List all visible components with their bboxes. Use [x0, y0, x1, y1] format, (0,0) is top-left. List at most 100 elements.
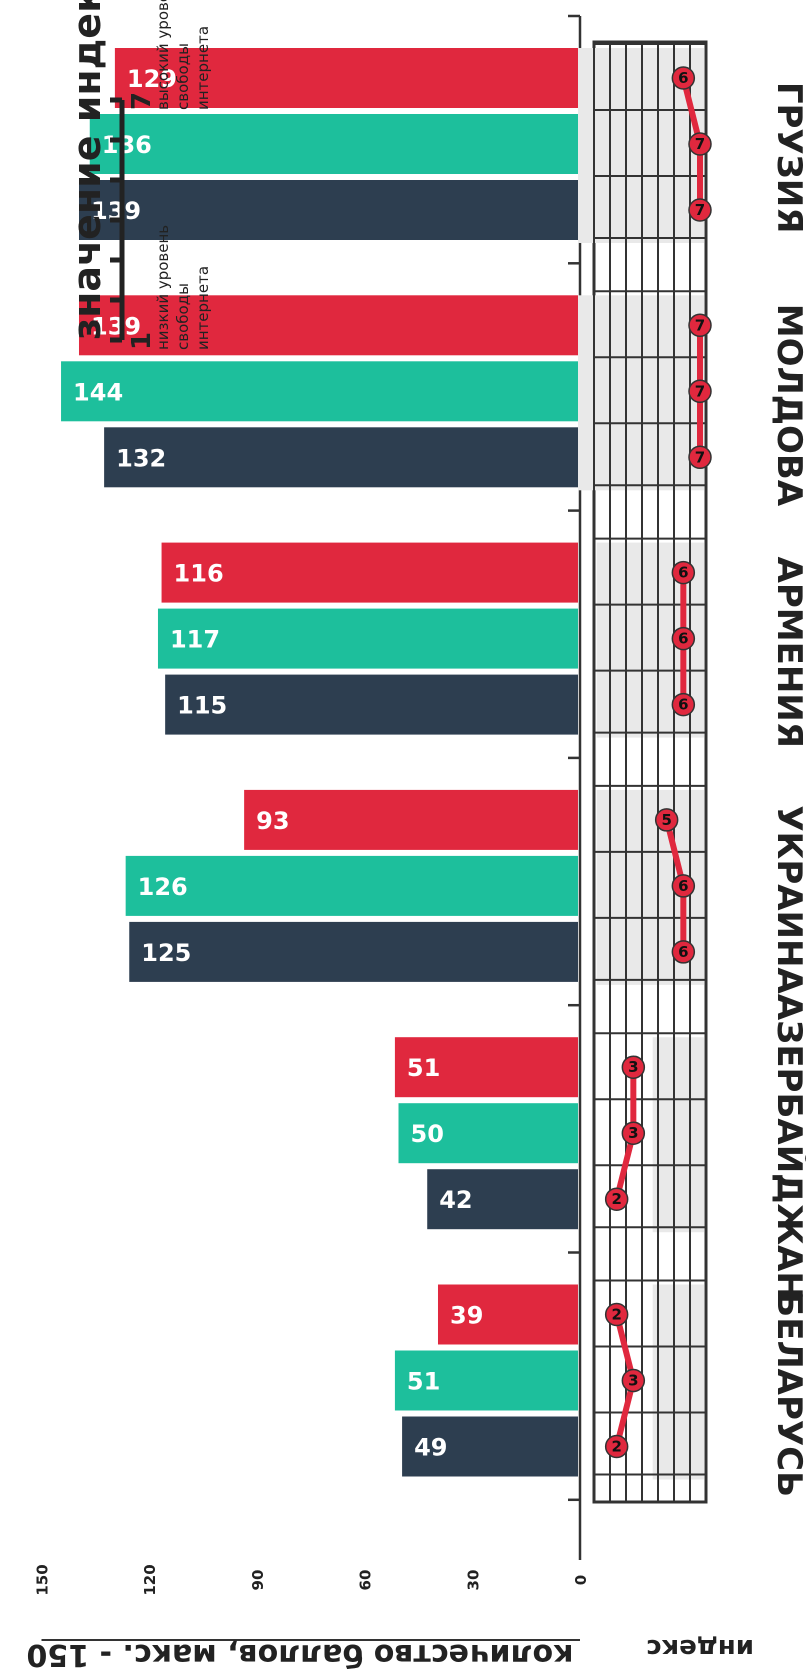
index-dot-label: 2 — [611, 1190, 621, 1208]
bar-value-label: 132 — [116, 444, 166, 472]
bar-value-label: 93 — [256, 807, 289, 835]
index-dot-label: 7 — [695, 201, 705, 219]
legend-high-text: высокий уровень — [154, 0, 172, 110]
y-tick-label: 0 — [572, 1575, 590, 1585]
bar-value-label: 144 — [73, 378, 123, 406]
bar — [244, 789, 578, 850]
bar-value-label: 39 — [450, 1302, 483, 1330]
legend-title: значение индекса — [65, 0, 109, 340]
index-dot-label: 7 — [695, 135, 705, 153]
y-tick-label: 90 — [249, 1570, 267, 1591]
bar-value-label: 51 — [407, 1368, 440, 1396]
index-dot-label: 3 — [628, 1372, 638, 1390]
index-dot — [654, 808, 679, 832]
index-dot-label: 6 — [678, 943, 688, 961]
index-title: индекс — [646, 1633, 754, 1663]
bar — [161, 542, 578, 603]
bar — [398, 1103, 578, 1164]
index-shade — [652, 1284, 704, 1480]
index-dot-label: 6 — [678, 69, 688, 87]
bar — [104, 427, 578, 488]
bar-value-label: 139 — [91, 312, 141, 340]
bar-value-label: 117 — [170, 626, 220, 654]
bar-value-label: 115 — [177, 692, 227, 720]
index-dot — [621, 1121, 646, 1145]
bar-value-label: 51 — [407, 1054, 440, 1082]
legend-high-text: интернета — [194, 26, 212, 110]
index-dot — [688, 198, 712, 222]
index-dot — [688, 379, 712, 404]
legend-low-text: низкий уровень — [154, 225, 172, 350]
y-tick-label: 150 — [34, 1564, 52, 1595]
index-dot — [604, 1187, 629, 1211]
country-label: АРМЕНИЯ — [769, 557, 806, 748]
index-dot — [621, 1055, 646, 1079]
index-dot — [671, 874, 696, 898]
bar — [61, 361, 578, 422]
bar — [394, 1350, 578, 1411]
bar — [427, 1169, 578, 1230]
bar — [402, 1416, 578, 1477]
index-dot-label: 3 — [628, 1124, 638, 1142]
country-label: ГРУЗИЯ — [769, 82, 806, 234]
bar — [114, 48, 578, 108]
legend-high-text: свободы — [174, 43, 192, 110]
index-dot-label: 7 — [695, 448, 705, 466]
y-tick-label: 120 — [141, 1564, 159, 1595]
index-dot — [688, 132, 712, 156]
index-dot — [671, 560, 696, 585]
bar — [157, 608, 578, 669]
index-dot — [604, 1302, 629, 1327]
index-dot — [671, 626, 696, 651]
index-dot — [604, 1434, 629, 1459]
index-dot — [688, 445, 712, 470]
index-dot-label: 2 — [611, 1306, 621, 1324]
bar-value-label: 126 — [138, 873, 188, 901]
index-dot-label: 7 — [695, 382, 705, 400]
index-dot-label: 6 — [678, 696, 688, 714]
index-dot-label: 7 — [695, 316, 705, 334]
bar — [125, 855, 578, 916]
bar-value-label: 49 — [414, 1434, 447, 1462]
index-dot — [671, 692, 696, 717]
legend-low-value: 1 — [127, 332, 157, 350]
y-tick-label: 30 — [464, 1570, 482, 1591]
index-shade — [652, 1037, 704, 1233]
index-dot-label: 6 — [678, 877, 688, 895]
y-tick-label: 60 — [357, 1570, 375, 1591]
index-shade — [596, 542, 704, 738]
index-dot-label: 6 — [678, 630, 688, 648]
index-dot-label: 6 — [678, 564, 688, 582]
bar — [89, 114, 578, 174]
index-dot — [621, 1368, 646, 1393]
country-label: УКРАИНА — [769, 805, 806, 994]
index-shade — [596, 789, 704, 985]
bar — [394, 1037, 578, 1098]
index-dot — [671, 66, 696, 90]
bar — [437, 1284, 578, 1345]
bar-value-label: 50 — [411, 1120, 444, 1148]
legend-low-text: свободы — [174, 283, 192, 350]
index-dot-label: 2 — [611, 1438, 621, 1456]
legend-high-value: 7 — [127, 92, 157, 110]
bar — [78, 180, 578, 240]
bar — [165, 674, 578, 735]
bar-value-label: 116 — [174, 560, 224, 588]
index-dot-label: 3 — [628, 1058, 638, 1076]
y-axis-title: количество баллов, макс. - 150 — [27, 1637, 574, 1671]
bar — [78, 295, 578, 356]
bar-value-label: 136 — [102, 131, 152, 159]
bar-value-label: 125 — [141, 939, 191, 967]
index-dot-label: 5 — [661, 811, 671, 829]
bar — [129, 921, 578, 982]
index-dot — [671, 940, 696, 964]
country-label: АЗЕРБАЙДЖАН — [769, 994, 806, 1300]
country-label: БЕЛАРУСЬ — [769, 1291, 806, 1497]
country-label: МОЛДОВА — [769, 304, 806, 507]
index-dot — [688, 313, 712, 338]
bar-value-label: 42 — [439, 1186, 472, 1214]
legend-low-text: интернета — [194, 266, 212, 350]
